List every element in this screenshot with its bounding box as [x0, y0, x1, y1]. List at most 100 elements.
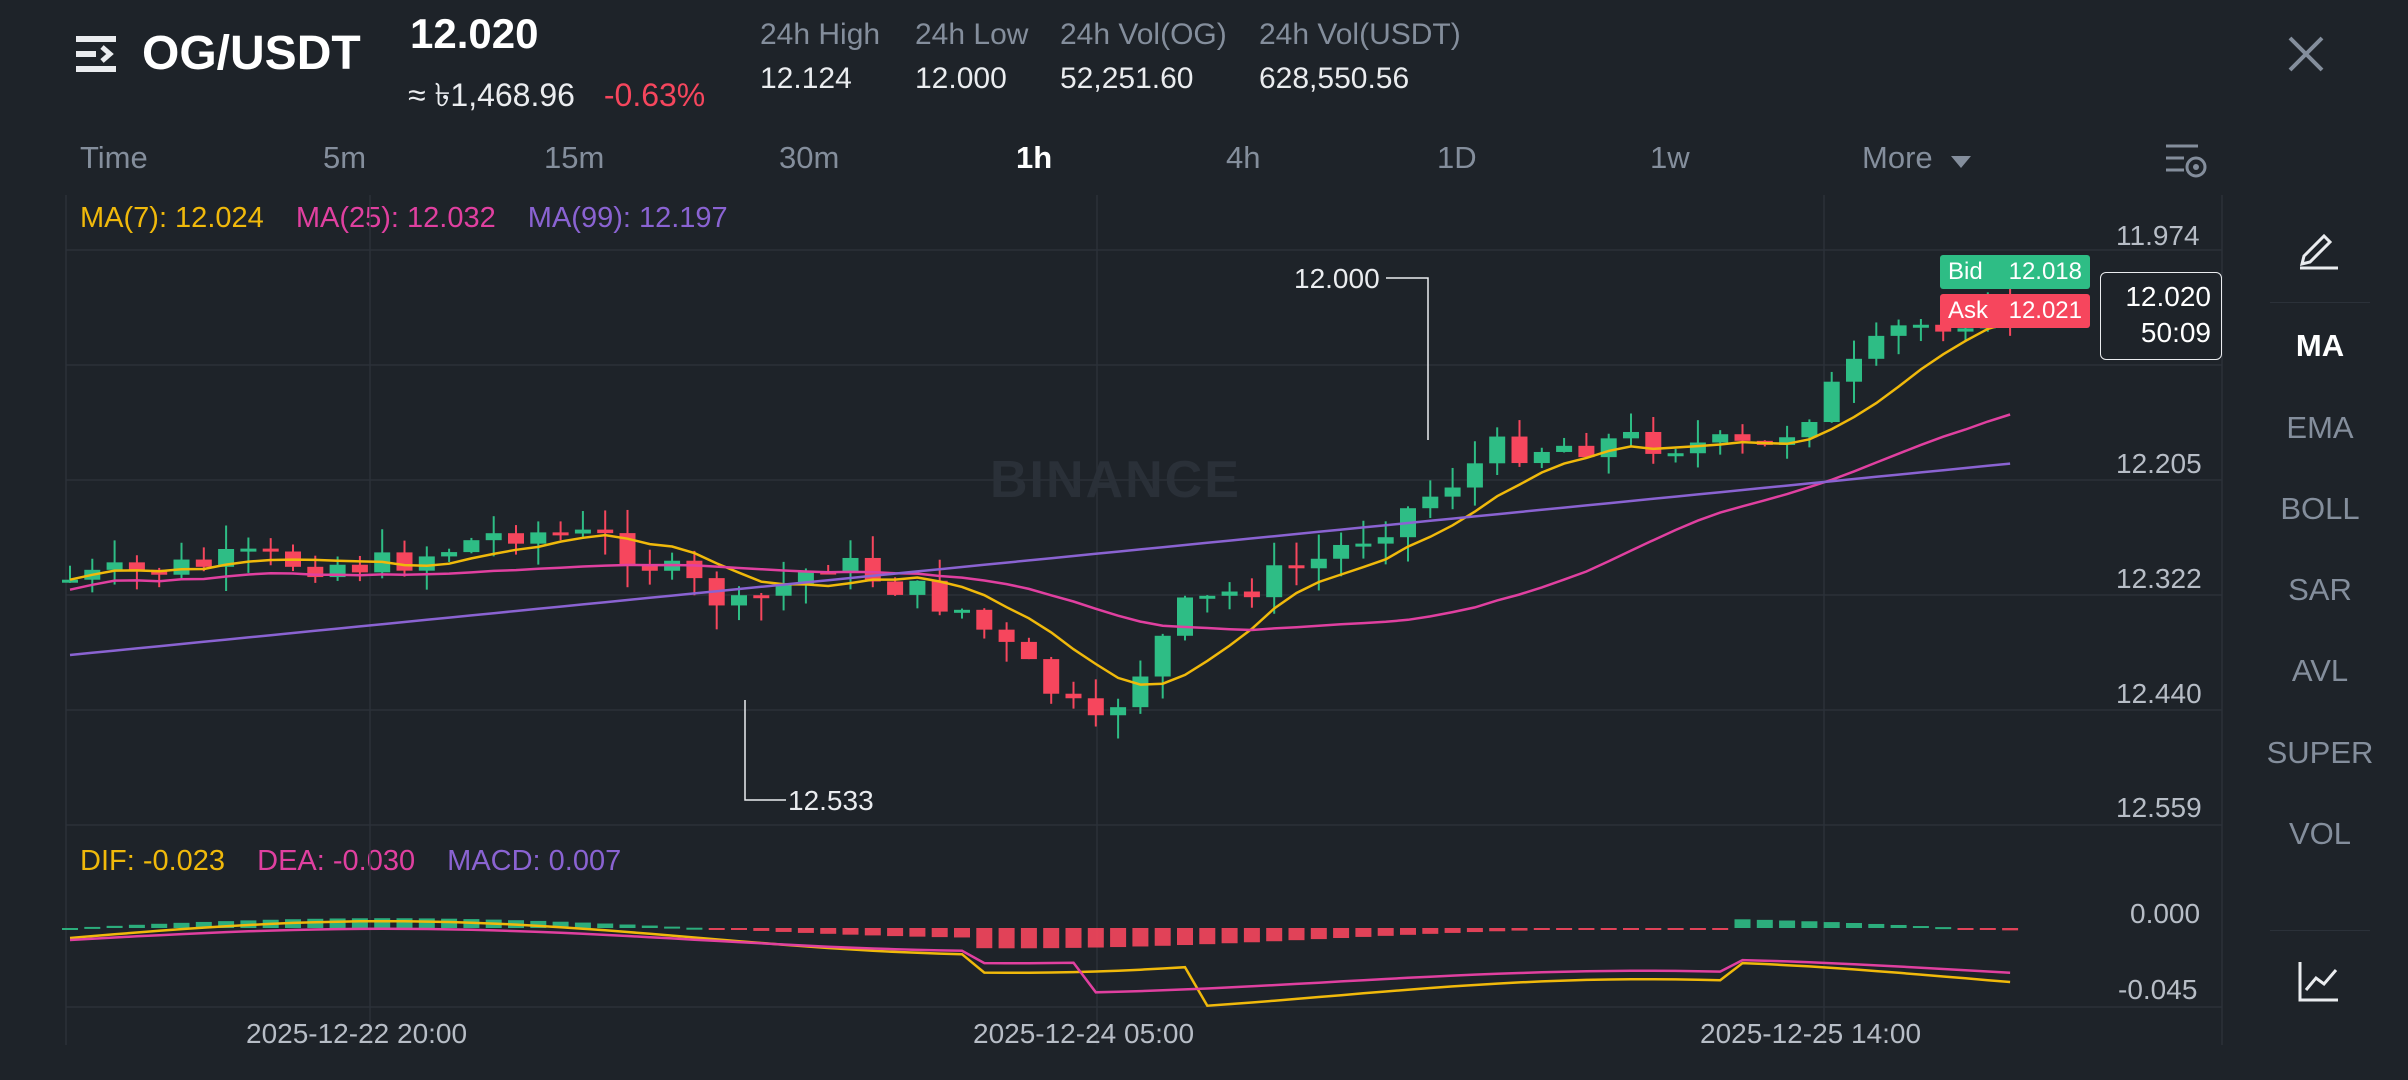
tab-1h[interactable]: 1h	[1016, 140, 1053, 175]
change-percent: -0.63%	[603, 77, 706, 113]
candle-body	[1868, 335, 1885, 359]
tool-sar[interactable]: SAR	[2288, 572, 2352, 607]
candle-body	[1623, 431, 1639, 439]
tool-ema[interactable]: EMA	[2286, 410, 2354, 445]
macd-bar	[1087, 928, 1104, 948]
stat-label-low: 24h Low	[915, 18, 1029, 51]
time-tick: 2025-12-24 05:00	[973, 1018, 1195, 1049]
macd-bar	[954, 928, 970, 938]
ma25-line	[69, 413, 2011, 632]
candle-body	[1801, 422, 1818, 438]
candle-body	[864, 557, 881, 582]
macd-bar	[1734, 919, 1751, 928]
candle-body	[218, 549, 235, 567]
tool-vol[interactable]: VOL	[2288, 816, 2352, 851]
tab-1w[interactable]: 1w	[1650, 140, 1690, 175]
candle-body	[1087, 698, 1104, 716]
moving-average-lines	[69, 321, 2011, 686]
candle-body	[998, 629, 1015, 642]
macd-bar	[1466, 928, 1483, 933]
macd-bar	[1243, 928, 1260, 943]
dif-value: DIF: -0.023	[80, 845, 226, 877]
candle-body	[1199, 595, 1216, 599]
candle-body	[1511, 436, 1528, 464]
macd-bar	[1266, 928, 1283, 942]
macd-bar	[1199, 928, 1216, 945]
current-price: 12.020	[2125, 281, 2211, 312]
candlestick-chart[interactable]	[0, 0, 2240, 1080]
candle-body	[686, 560, 703, 579]
macd-bar	[1979, 928, 1996, 930]
dif-line	[69, 919, 2011, 1008]
macd-bar	[1801, 921, 1818, 928]
candle-body	[1444, 487, 1461, 497]
candle-body	[195, 559, 212, 567]
tab-15m[interactable]: 15m	[544, 140, 605, 175]
candle-body	[552, 532, 569, 536]
candle-body	[1912, 324, 1929, 328]
tools-divider	[2270, 302, 2370, 303]
macd-bar	[62, 928, 78, 930]
candle-body	[1288, 565, 1305, 569]
candle-body	[441, 552, 458, 557]
macd-bar	[1489, 928, 1506, 932]
candle-body	[351, 564, 368, 573]
more-label: More	[1862, 140, 1933, 175]
close-icon[interactable]	[2286, 34, 2326, 74]
macd-bar	[797, 928, 814, 933]
macd-bar	[1177, 928, 1193, 946]
macd-bar	[1689, 928, 1706, 930]
macd-value: MACD: 0.007	[447, 845, 622, 877]
macd-tick: 0.000	[2130, 898, 2201, 929]
tab-5m[interactable]: 5m	[323, 140, 367, 175]
candle-body	[1243, 591, 1260, 598]
stat-value-vol-og: 52,251.60	[1060, 62, 1194, 95]
current-price-box: 12.020 50:09	[2100, 272, 2222, 360]
candle-body	[1734, 434, 1751, 441]
candle-body	[396, 552, 413, 571]
ma25-value: MA(25): 12.032	[295, 202, 496, 234]
tool-avl[interactable]: AVL	[2291, 653, 2349, 688]
high-low-markers	[744, 277, 1429, 801]
tab-1d[interactable]: 1D	[1437, 140, 1477, 175]
pair-title[interactable]: OG/USDT	[142, 27, 361, 80]
macd-bar	[1779, 920, 1796, 928]
macd-bar	[1020, 928, 1037, 949]
candle-body	[106, 562, 123, 570]
chart-settings-icon[interactable]	[2164, 140, 2208, 180]
macd-bar	[887, 928, 904, 937]
tab-more[interactable]: More	[1862, 140, 1972, 178]
ma7-line	[69, 321, 2011, 686]
tool-super[interactable]: SUPER	[2266, 735, 2374, 770]
candle-body	[887, 581, 904, 595]
macd-bar	[1043, 928, 1060, 949]
candle-body	[1489, 436, 1506, 464]
stat-label-vol-og: 24h Vol(OG)	[1060, 18, 1227, 51]
macd-bar	[619, 924, 636, 928]
tool-ma[interactable]: MA	[2295, 328, 2345, 363]
macd-bar	[1355, 928, 1372, 937]
chart-grid	[65, 195, 2223, 1045]
tool-boll[interactable]: BOLL	[2280, 491, 2360, 526]
ma99-value: MA(99): 12.197	[527, 202, 728, 234]
tab-4h[interactable]: 4h	[1226, 140, 1261, 175]
ma99-line	[69, 462, 2011, 657]
candle-body	[1065, 693, 1082, 699]
ma7-value: MA(7): 12.024	[80, 202, 264, 234]
pencil-icon[interactable]	[2296, 224, 2342, 270]
macd-bar	[173, 922, 190, 928]
line-chart-icon[interactable]	[2296, 958, 2342, 1004]
fiat-price: ≈ ৳1,468.96	[408, 77, 575, 113]
binance-watermark: BINANCE	[990, 451, 1241, 509]
stat-label-high: 24h High	[760, 18, 881, 51]
tab-time[interactable]: Time	[80, 140, 148, 175]
bid-label: Bid	[1948, 258, 1983, 285]
low-marker-line	[744, 700, 786, 801]
menu-icon[interactable]	[76, 34, 120, 74]
candle-body	[753, 595, 770, 599]
candle-body	[1957, 328, 1974, 332]
candle-body	[1667, 453, 1684, 457]
tab-30m[interactable]: 30m	[779, 140, 840, 175]
macd-bar	[976, 928, 993, 949]
macd-bar	[664, 926, 681, 929]
